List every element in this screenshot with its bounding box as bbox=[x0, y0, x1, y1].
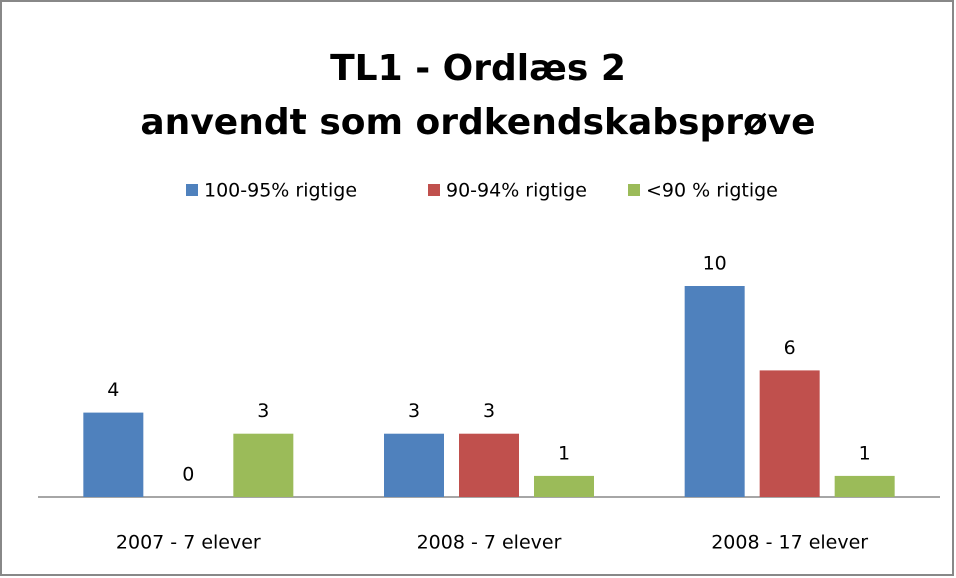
bar bbox=[759, 370, 820, 497]
legend-swatch bbox=[186, 184, 198, 196]
bar bbox=[834, 475, 895, 497]
chart-title: anvendt som ordkendskabsprøve bbox=[140, 102, 815, 143]
bar bbox=[534, 475, 594, 497]
bar bbox=[384, 433, 444, 497]
legend-label: 100-95% rigtige bbox=[204, 180, 357, 202]
data-label: 6 bbox=[784, 337, 796, 359]
bar bbox=[684, 286, 745, 497]
legend-swatch bbox=[428, 184, 440, 196]
bar bbox=[459, 433, 519, 497]
bar bbox=[233, 433, 294, 497]
data-label: 0 bbox=[182, 464, 194, 486]
data-label: 3 bbox=[257, 400, 269, 422]
x-tick-label: 2008 - 17 elever bbox=[711, 532, 868, 554]
data-label: 4 bbox=[107, 379, 119, 401]
data-label: 3 bbox=[408, 400, 420, 422]
data-label: 1 bbox=[558, 442, 570, 464]
legend-swatch bbox=[628, 184, 640, 196]
data-label: 10 bbox=[703, 253, 727, 275]
chart-title: TL1 - Ordlæs 2 bbox=[330, 48, 626, 89]
data-label: 3 bbox=[483, 400, 495, 422]
legend-label: 90-94% rigtige bbox=[446, 180, 587, 202]
data-label: 1 bbox=[859, 442, 871, 464]
x-tick-label: 2008 - 7 elever bbox=[417, 532, 562, 554]
bar bbox=[83, 412, 144, 497]
x-tick-label: 2007 - 7 elever bbox=[116, 532, 261, 554]
legend-label: <90 % rigtige bbox=[646, 180, 778, 202]
